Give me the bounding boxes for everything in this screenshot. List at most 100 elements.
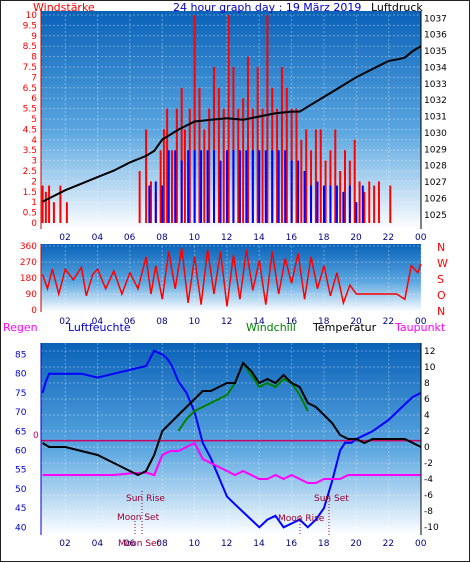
humidity-tick-label: 45 xyxy=(15,504,26,514)
pressure-tick-label: 1034 xyxy=(424,63,447,73)
x-tick-label: 04 xyxy=(92,539,104,549)
x-tick-label: 04 xyxy=(92,317,104,327)
temperature-tick-label: 4 xyxy=(424,411,430,421)
x-tick-label: 02 xyxy=(59,233,70,243)
x-tick-label: 14 xyxy=(253,317,265,327)
temperature-tick-label: -8 xyxy=(424,507,433,517)
temperature-tick-label: -4 xyxy=(424,475,433,485)
x-tick-label: 10 xyxy=(189,317,201,327)
humidity-tick-label: 70 xyxy=(15,408,27,418)
direction-tick-label: 360 xyxy=(20,242,37,252)
x-tick-label: 18 xyxy=(318,233,330,243)
x-tick-label: 00 xyxy=(415,539,427,549)
humidity-tick-label: 55 xyxy=(15,466,26,476)
wind-axis-title: Windstärke xyxy=(33,1,95,14)
x-tick-label: 16 xyxy=(286,539,298,549)
legend-windchill: Windchill xyxy=(246,321,296,334)
x-tick-label: 22 xyxy=(383,539,394,549)
x-tick-label: 08 xyxy=(156,539,168,549)
pressure-tick-label: 1025 xyxy=(424,211,447,221)
rain-zero-label: 0 xyxy=(33,431,39,441)
graph-title: 24 hour graph day : 19 März 2019 xyxy=(173,1,361,14)
humidity-tick-label: 60 xyxy=(15,447,27,457)
x-tick-label: 16 xyxy=(286,233,298,243)
wind-tick-label: 2.5 xyxy=(23,167,37,177)
pressure-tick-label: 1032 xyxy=(424,96,447,106)
legend-luftfeuchte: Luftfeuchte xyxy=(68,321,131,334)
pressure-tick-label: 1033 xyxy=(424,80,447,90)
moon-set-axis-label: Moon Set xyxy=(118,539,161,549)
wind-tick-label: 10 xyxy=(26,11,38,21)
x-tick-label: 12 xyxy=(221,539,232,549)
temperature-tick-label: 0 xyxy=(424,443,430,453)
temperature-tick-label: -10 xyxy=(424,523,439,533)
temperature-tick-label: 2 xyxy=(424,427,430,437)
wind-tick-label: 7 xyxy=(31,73,37,83)
wind-tick-label: 8 xyxy=(31,53,37,63)
wind-tick-label: 2 xyxy=(31,177,37,187)
direction-tick-label: 0 xyxy=(31,306,37,316)
wind-direction-line xyxy=(41,247,422,307)
x-tick-label: 22 xyxy=(383,233,394,243)
wind-tick-label: 1.5 xyxy=(23,188,37,198)
x-tick-label: 10 xyxy=(189,539,201,549)
x-tick-label: 20 xyxy=(350,539,362,549)
x-tick-label: 18 xyxy=(318,539,330,549)
wind-tick-label: 1 xyxy=(31,198,37,208)
wind-tick-label: 8.5 xyxy=(23,42,37,52)
x-tick-label: 08 xyxy=(156,317,168,327)
pressure-tick-label: 1027 xyxy=(424,178,447,188)
x-tick-label: 22 xyxy=(383,317,394,327)
direction-letter-n-bottom: N xyxy=(437,305,445,318)
temperature-tick-label: 12 xyxy=(424,347,435,357)
x-tick-label: 00 xyxy=(415,317,427,327)
moon-set-label: Moon Set xyxy=(117,513,160,523)
pressure-tick-label: 1031 xyxy=(424,113,447,123)
temperature-tick-label: 8 xyxy=(424,379,430,389)
legend-temperatur: Temperatur xyxy=(312,321,377,334)
temperature-tick-label: 10 xyxy=(424,363,436,373)
temperature-tick-label: 6 xyxy=(424,395,430,405)
wind-tick-label: 5.5 xyxy=(23,105,37,115)
wind-tick-label: 5 xyxy=(31,115,37,125)
pressure-line xyxy=(42,45,422,203)
x-tick-label: 16 xyxy=(286,317,298,327)
pressure-tick-label: 1029 xyxy=(424,145,447,155)
x-tick-label: 06 xyxy=(124,233,136,243)
wind-tick-label: 0.5 xyxy=(23,209,37,219)
pressure-axis-title: Luftdruck xyxy=(371,1,423,14)
humidity-tick-label: 85 xyxy=(15,351,26,361)
humidity-tick-label: 80 xyxy=(15,370,27,380)
humidity-tick-label: 75 xyxy=(15,389,26,399)
legend-regen: Regen xyxy=(3,321,38,334)
x-tick-label: 06 xyxy=(124,317,136,327)
x-tick-label: 14 xyxy=(253,233,265,243)
wind-tick-label: 9.5 xyxy=(23,21,37,31)
temperature-line xyxy=(42,361,422,477)
sun-rise-label: Sun Rise xyxy=(126,494,165,504)
humidity-tick-label: 65 xyxy=(15,427,26,437)
wind-tick-label: 4.5 xyxy=(23,125,37,135)
x-tick-label: 04 xyxy=(92,233,104,243)
wind-tick-label: 3 xyxy=(31,157,37,167)
pressure-tick-label: 1030 xyxy=(424,129,447,139)
wind-tick-label: 3.5 xyxy=(23,146,37,156)
x-tick-label: 14 xyxy=(253,539,265,549)
x-tick-label: 12 xyxy=(221,233,232,243)
legend-taupunkt: Taupunkt xyxy=(394,321,446,334)
pressure-tick-label: 1035 xyxy=(424,47,447,57)
x-tick-label: 12 xyxy=(221,317,232,327)
pressure-tick-label: 1028 xyxy=(424,162,447,172)
direction-tick-label: 90 xyxy=(26,290,38,300)
wind-tick-label: 4 xyxy=(31,136,37,146)
axis-tick-labels: 00.511.522.533.544.555.566.577.588.599.5… xyxy=(15,11,447,549)
pressure-tick-label: 1037 xyxy=(424,14,447,24)
x-tick-label: 02 xyxy=(59,539,70,549)
pressure-tick-label: 1026 xyxy=(424,194,447,204)
pressure-tick-label: 1036 xyxy=(424,31,447,41)
direction-tick-label: 180 xyxy=(20,274,37,284)
direction-letter-n-top: N xyxy=(437,241,445,254)
moon-rise-label: Moon Rise xyxy=(278,514,325,524)
